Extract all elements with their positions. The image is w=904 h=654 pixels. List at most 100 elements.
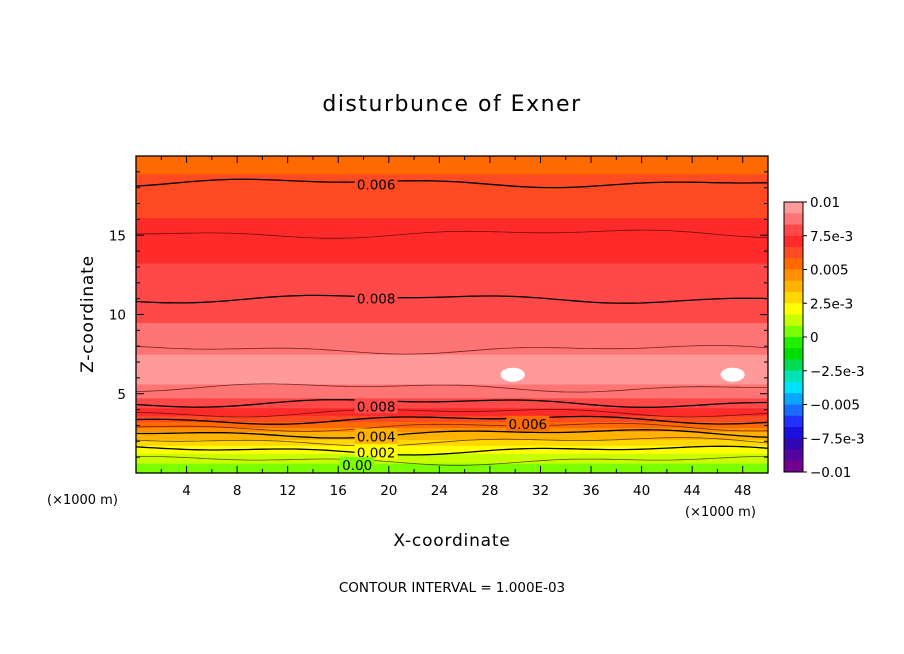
- maximum-region: [720, 367, 745, 382]
- contour-band: [136, 417, 768, 421]
- colorbar-swatch: [784, 224, 803, 237]
- contour-band: [136, 181, 768, 185]
- colorbar-swatch: [784, 370, 803, 383]
- contour-band: [136, 193, 768, 197]
- contour-band: [136, 169, 768, 173]
- contour-band: [136, 201, 768, 205]
- x-tick-label: 40: [633, 483, 650, 499]
- colorbar-tick-label: −7.5e-3: [810, 431, 865, 447]
- x-tick-label: 24: [431, 483, 448, 499]
- contour-band: [136, 241, 768, 244]
- contour-band: [136, 409, 768, 413]
- contour-band: [136, 243, 768, 246]
- contour-band: [136, 344, 768, 347]
- contour-label-bg: [354, 176, 398, 192]
- contour-label-bg: [506, 415, 550, 431]
- contour-band: [136, 314, 768, 318]
- contour-band: [136, 229, 768, 232]
- contour-band: [136, 223, 768, 226]
- contour-band: [136, 415, 768, 419]
- contour-band: [136, 342, 768, 345]
- x-tick-label: 16: [330, 483, 347, 499]
- contour-band: [136, 348, 768, 351]
- contour-band: [136, 266, 768, 270]
- contour-band: [136, 213, 768, 217]
- contour-band: [136, 421, 768, 425]
- contour-band: [136, 369, 768, 373]
- contour-band: [136, 262, 768, 266]
- contour-band: [136, 445, 768, 448]
- contour-band: [136, 447, 768, 450]
- colorbar-swatch: [784, 427, 803, 439]
- contour-band: [136, 290, 768, 294]
- colorbar-swatch: [784, 348, 803, 360]
- contour-label: 0.008: [357, 292, 396, 308]
- contour-band: [136, 278, 768, 282]
- contour-band: [136, 177, 768, 181]
- contour-band: [136, 316, 768, 320]
- colorbar-swatch: [784, 280, 803, 293]
- contour-label: 0.00: [342, 458, 372, 474]
- contour-band: [136, 157, 768, 161]
- contour-band: [136, 324, 768, 327]
- contour-label: 0.006: [509, 417, 548, 433]
- contour-band: [136, 255, 768, 258]
- contour-band: [136, 259, 768, 262]
- contour-band: [136, 312, 768, 316]
- contour-band: [136, 443, 768, 446]
- contour-band: [136, 352, 768, 355]
- contour-band: [136, 377, 768, 381]
- colorbar-swatch: [784, 269, 803, 282]
- contour-band: [136, 346, 768, 349]
- contour-band: [136, 328, 768, 331]
- contour-band: [136, 364, 768, 367]
- contour-band: [136, 219, 768, 222]
- contour-line: [136, 415, 768, 425]
- colorbar-tick-label: −0.005: [810, 398, 860, 414]
- contour-band: [136, 239, 768, 242]
- x-axis-unit-right: (×1000 m): [685, 505, 756, 520]
- colorbar-swatch: [784, 359, 803, 372]
- contour-band: [136, 280, 768, 284]
- contour-band: [136, 165, 768, 169]
- contour-band: [136, 427, 768, 431]
- colorbar-swatch: [784, 292, 803, 304]
- contour-band: [136, 235, 768, 238]
- contour-band: [136, 197, 768, 201]
- maximum-region: [500, 367, 525, 382]
- contour-band: [136, 247, 768, 250]
- contour-band: [136, 451, 768, 454]
- contour-band: [136, 320, 768, 324]
- x-tick-label: 4: [182, 483, 191, 499]
- contour-band: [136, 306, 768, 310]
- colorbar-swatch: [784, 314, 803, 327]
- contour-band: [136, 401, 768, 405]
- contour-band: [136, 439, 768, 442]
- x-tick-label: 8: [233, 483, 242, 499]
- contour-band: [136, 282, 768, 286]
- contour-label-bg: [340, 457, 375, 473]
- contour-band: [136, 286, 768, 290]
- contour-band: [136, 371, 768, 375]
- contour-band: [136, 367, 768, 371]
- contour-band: [136, 253, 768, 256]
- contour-band: [136, 237, 768, 240]
- contour-band: [136, 189, 768, 193]
- chart-title: disturbunce of Exner: [322, 92, 581, 117]
- colorbar-tick-label: 2.5e-3: [810, 296, 853, 312]
- contour-band: [136, 175, 768, 179]
- contour-line: [136, 178, 768, 189]
- contour-band: [136, 159, 768, 163]
- contour-band: [136, 272, 768, 276]
- contour-band: [136, 284, 768, 288]
- contour-line: [136, 445, 768, 456]
- contour-band: [136, 221, 768, 224]
- contour-band: [136, 397, 768, 401]
- contour-band: [136, 207, 768, 211]
- contour-band: [136, 310, 768, 314]
- contour-band: [136, 389, 768, 393]
- contour-band: [136, 350, 768, 353]
- contour-band: [136, 465, 768, 468]
